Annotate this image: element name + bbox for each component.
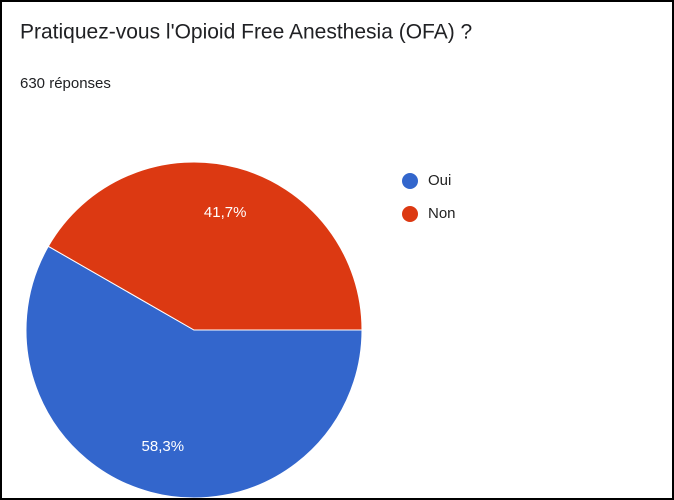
legend-swatch bbox=[402, 173, 418, 189]
pie-slice bbox=[25, 245, 363, 499]
chart-subtitle: 630 réponses bbox=[20, 75, 111, 92]
legend-label: Non bbox=[428, 205, 456, 222]
pie-slice bbox=[47, 161, 363, 331]
legend-label: Oui bbox=[428, 172, 451, 189]
legend-swatch bbox=[402, 206, 418, 222]
chart-title: Pratiquez-vous l'Opioid Free Anesthesia … bbox=[20, 21, 472, 44]
slice-label: 41,7% bbox=[204, 204, 247, 221]
slice-label: 58,3% bbox=[142, 438, 185, 455]
